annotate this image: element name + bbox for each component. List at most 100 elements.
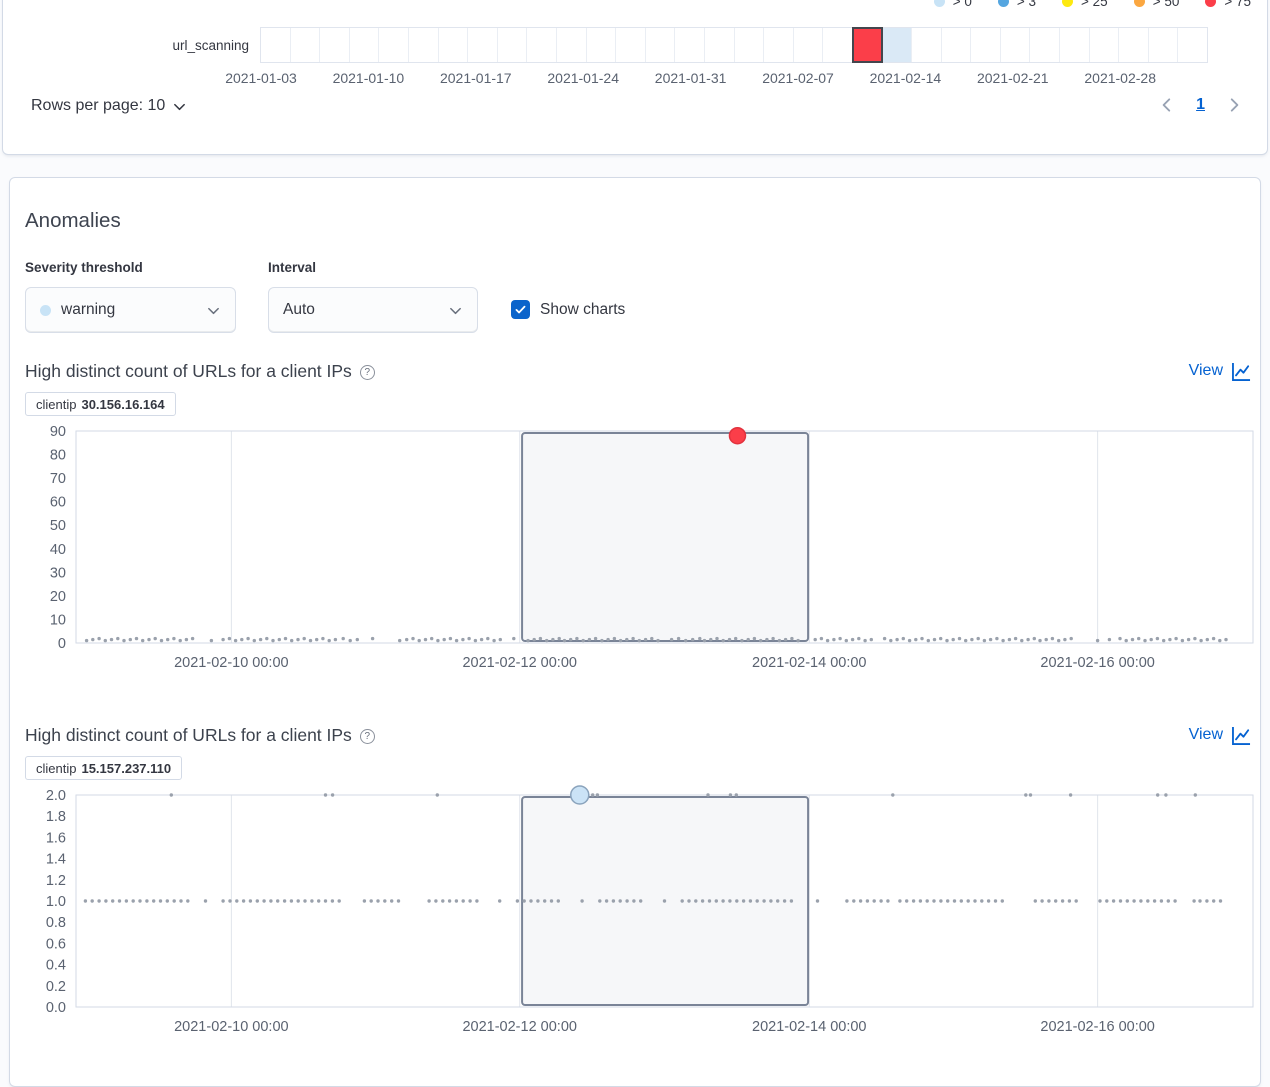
svg-text:70: 70 bbox=[50, 471, 66, 487]
legend-item: > 25 bbox=[1062, 0, 1108, 9]
swimlane-cell[interactable] bbox=[971, 28, 1001, 62]
svg-text:60: 60 bbox=[50, 495, 66, 511]
legend-label: > 25 bbox=[1081, 0, 1108, 9]
svg-text:2021-02-12 00:00: 2021-02-12 00:00 bbox=[462, 1019, 577, 1035]
view-link[interactable]: View bbox=[1189, 361, 1252, 382]
svg-text:0.8: 0.8 bbox=[46, 915, 66, 931]
swimlane-cell[interactable] bbox=[527, 28, 557, 62]
swimlane-cells[interactable] bbox=[260, 27, 1208, 63]
info-icon[interactable]: ? bbox=[359, 728, 375, 744]
swimlane-cell[interactable] bbox=[793, 28, 824, 62]
swimlane-cell[interactable] bbox=[1178, 28, 1207, 62]
entity-badge[interactable]: clientip 15.157.237.110 bbox=[25, 756, 183, 780]
interval-select[interactable]: Auto bbox=[268, 287, 478, 333]
swimlane-cell[interactable] bbox=[408, 28, 439, 62]
previous-page-button[interactable] bbox=[1158, 96, 1176, 114]
gridlines bbox=[230, 431, 1099, 643]
svg-text:10: 10 bbox=[50, 612, 66, 628]
swimlane-cell[interactable] bbox=[320, 28, 350, 62]
svg-text:20: 20 bbox=[50, 589, 66, 605]
swimlane-axis-label: 2021-02-14 bbox=[869, 70, 942, 86]
swimlane-cell[interactable] bbox=[616, 28, 646, 62]
info-icon[interactable]: ? bbox=[359, 364, 375, 380]
swimlane-cell[interactable] bbox=[1060, 28, 1090, 62]
chevron-down-icon bbox=[206, 303, 221, 318]
swimlane-cell[interactable] bbox=[823, 28, 853, 62]
entity-badge[interactable]: clientip 30.156.16.164 bbox=[25, 392, 176, 416]
swimlane-cell[interactable] bbox=[1148, 28, 1179, 62]
swimlane-axis-label: 2021-02-07 bbox=[762, 70, 834, 86]
swimlane-axis-label: 2021-01-17 bbox=[439, 70, 512, 86]
selection-region[interactable] bbox=[521, 432, 810, 642]
legend-item: > 75 bbox=[1205, 0, 1251, 9]
swimlane-cell[interactable] bbox=[586, 28, 617, 62]
legend-label: > 50 bbox=[1152, 0, 1180, 9]
x-axis-labels: 2021-02-10 00:00 2021-02-12 00:00 2021-02-… bbox=[174, 1019, 1155, 1035]
swimlane-panel: > 0 > 3 > 25 > 50 > 75 url_scanning 2021-01-… bbox=[2, 0, 1268, 155]
scatter-dots bbox=[83, 793, 1223, 903]
anomaly-chart-block: High distinct count of URLs for a client… bbox=[0, 722, 1270, 1052]
severity-dot-icon bbox=[1062, 0, 1074, 7]
swimlane-cell[interactable] bbox=[645, 28, 676, 62]
svg-text:1.0: 1.0 bbox=[46, 894, 66, 910]
plot-border bbox=[75, 794, 1254, 1008]
svg-text:2021-02-16 00:00: 2021-02-16 00:00 bbox=[1040, 655, 1155, 671]
swimlane-cell[interactable] bbox=[912, 28, 942, 62]
swimlane-cell[interactable] bbox=[379, 28, 409, 62]
entity-field-value: 30.156.16.164 bbox=[81, 396, 165, 412]
rows-per-page-button[interactable]: Rows per page: 10 bbox=[31, 97, 187, 115]
swimlane-cell[interactable] bbox=[734, 28, 765, 62]
svg-text:1.2: 1.2 bbox=[46, 873, 66, 889]
chevron-down-icon bbox=[174, 103, 186, 110]
svg-text:50: 50 bbox=[50, 518, 66, 534]
show-charts-checkbox[interactable]: Show charts bbox=[511, 300, 625, 319]
swimlane-axis-label: 2021-01-10 bbox=[332, 70, 405, 86]
y-axis-labels: 0.0 0.2 0.4 0.6 0.8 1.0 1.2 1.4 1.6 1.8 2.0 bbox=[46, 788, 66, 1016]
swimlane-cell[interactable] bbox=[1119, 28, 1149, 62]
view-link[interactable]: View bbox=[1189, 725, 1252, 746]
swimlane-cell[interactable] bbox=[1000, 28, 1031, 62]
swimlane-cell[interactable] bbox=[675, 28, 705, 62]
swimlane-cell[interactable] bbox=[497, 28, 528, 62]
swimlane-cell[interactable] bbox=[941, 28, 972, 62]
swimlane-cell[interactable] bbox=[882, 28, 913, 62]
page-number[interactable]: 1 bbox=[1196, 96, 1205, 113]
severity-threshold-select[interactable]: warning bbox=[25, 287, 236, 333]
swimlane-cell[interactable] bbox=[290, 28, 321, 62]
swimlane-cell[interactable] bbox=[468, 28, 498, 62]
anomaly-marker[interactable] bbox=[728, 426, 747, 445]
swimlane-axis-label: 2021-02-21 bbox=[976, 70, 1049, 86]
svg-text:80: 80 bbox=[50, 448, 66, 464]
anomaly-chart-block: High distinct count of URLs for a client… bbox=[0, 358, 1270, 688]
swimlane-cell[interactable] bbox=[349, 28, 380, 62]
svg-text:2021-02-14 00:00: 2021-02-14 00:00 bbox=[752, 655, 867, 671]
swimlane-cell[interactable] bbox=[261, 28, 291, 62]
svg-text:2021-02-12 00:00: 2021-02-12 00:00 bbox=[462, 655, 577, 671]
x-axis-labels: 2021-02-10 00:00 2021-02-12 00:00 2021-02-… bbox=[174, 655, 1155, 671]
svg-text:0: 0 bbox=[58, 636, 66, 652]
next-page-button[interactable] bbox=[1225, 96, 1243, 114]
svg-text:2.0: 2.0 bbox=[46, 788, 66, 804]
chevron-down-icon bbox=[448, 303, 463, 318]
plot-border bbox=[75, 430, 1254, 644]
anomaly-marker[interactable] bbox=[570, 785, 590, 805]
swimlane-cell[interactable] bbox=[556, 28, 587, 62]
swimlane-cell[interactable] bbox=[704, 28, 735, 62]
chevron-right-icon bbox=[1230, 98, 1239, 112]
swimlane-cell[interactable] bbox=[851, 27, 884, 63]
svg-text:0.6: 0.6 bbox=[46, 936, 66, 952]
swimlane-axis-label: 2021-02-28 bbox=[1084, 70, 1156, 86]
legend-label: > 75 bbox=[1224, 0, 1251, 9]
legend-item: > 3 bbox=[997, 0, 1036, 9]
scatter-chart[interactable]: 0.0 0.2 0.4 0.6 0.8 1.0 1.2 1.4 1.6 1.8 2.0 2021-02… bbox=[0, 783, 1254, 1045]
swimlane-cell[interactable] bbox=[438, 28, 469, 62]
swimlane-cell[interactable] bbox=[1089, 28, 1120, 62]
swimlane-cell[interactable] bbox=[1030, 28, 1061, 62]
swimlane-row-label: url_scanning bbox=[172, 38, 249, 53]
severity-dot-icon bbox=[1133, 0, 1145, 7]
swimlane-cell[interactable] bbox=[764, 28, 794, 62]
legend-label: > 0 bbox=[952, 0, 972, 9]
svg-text:90: 90 bbox=[50, 424, 66, 440]
pagination: 1 bbox=[1158, 96, 1243, 114]
